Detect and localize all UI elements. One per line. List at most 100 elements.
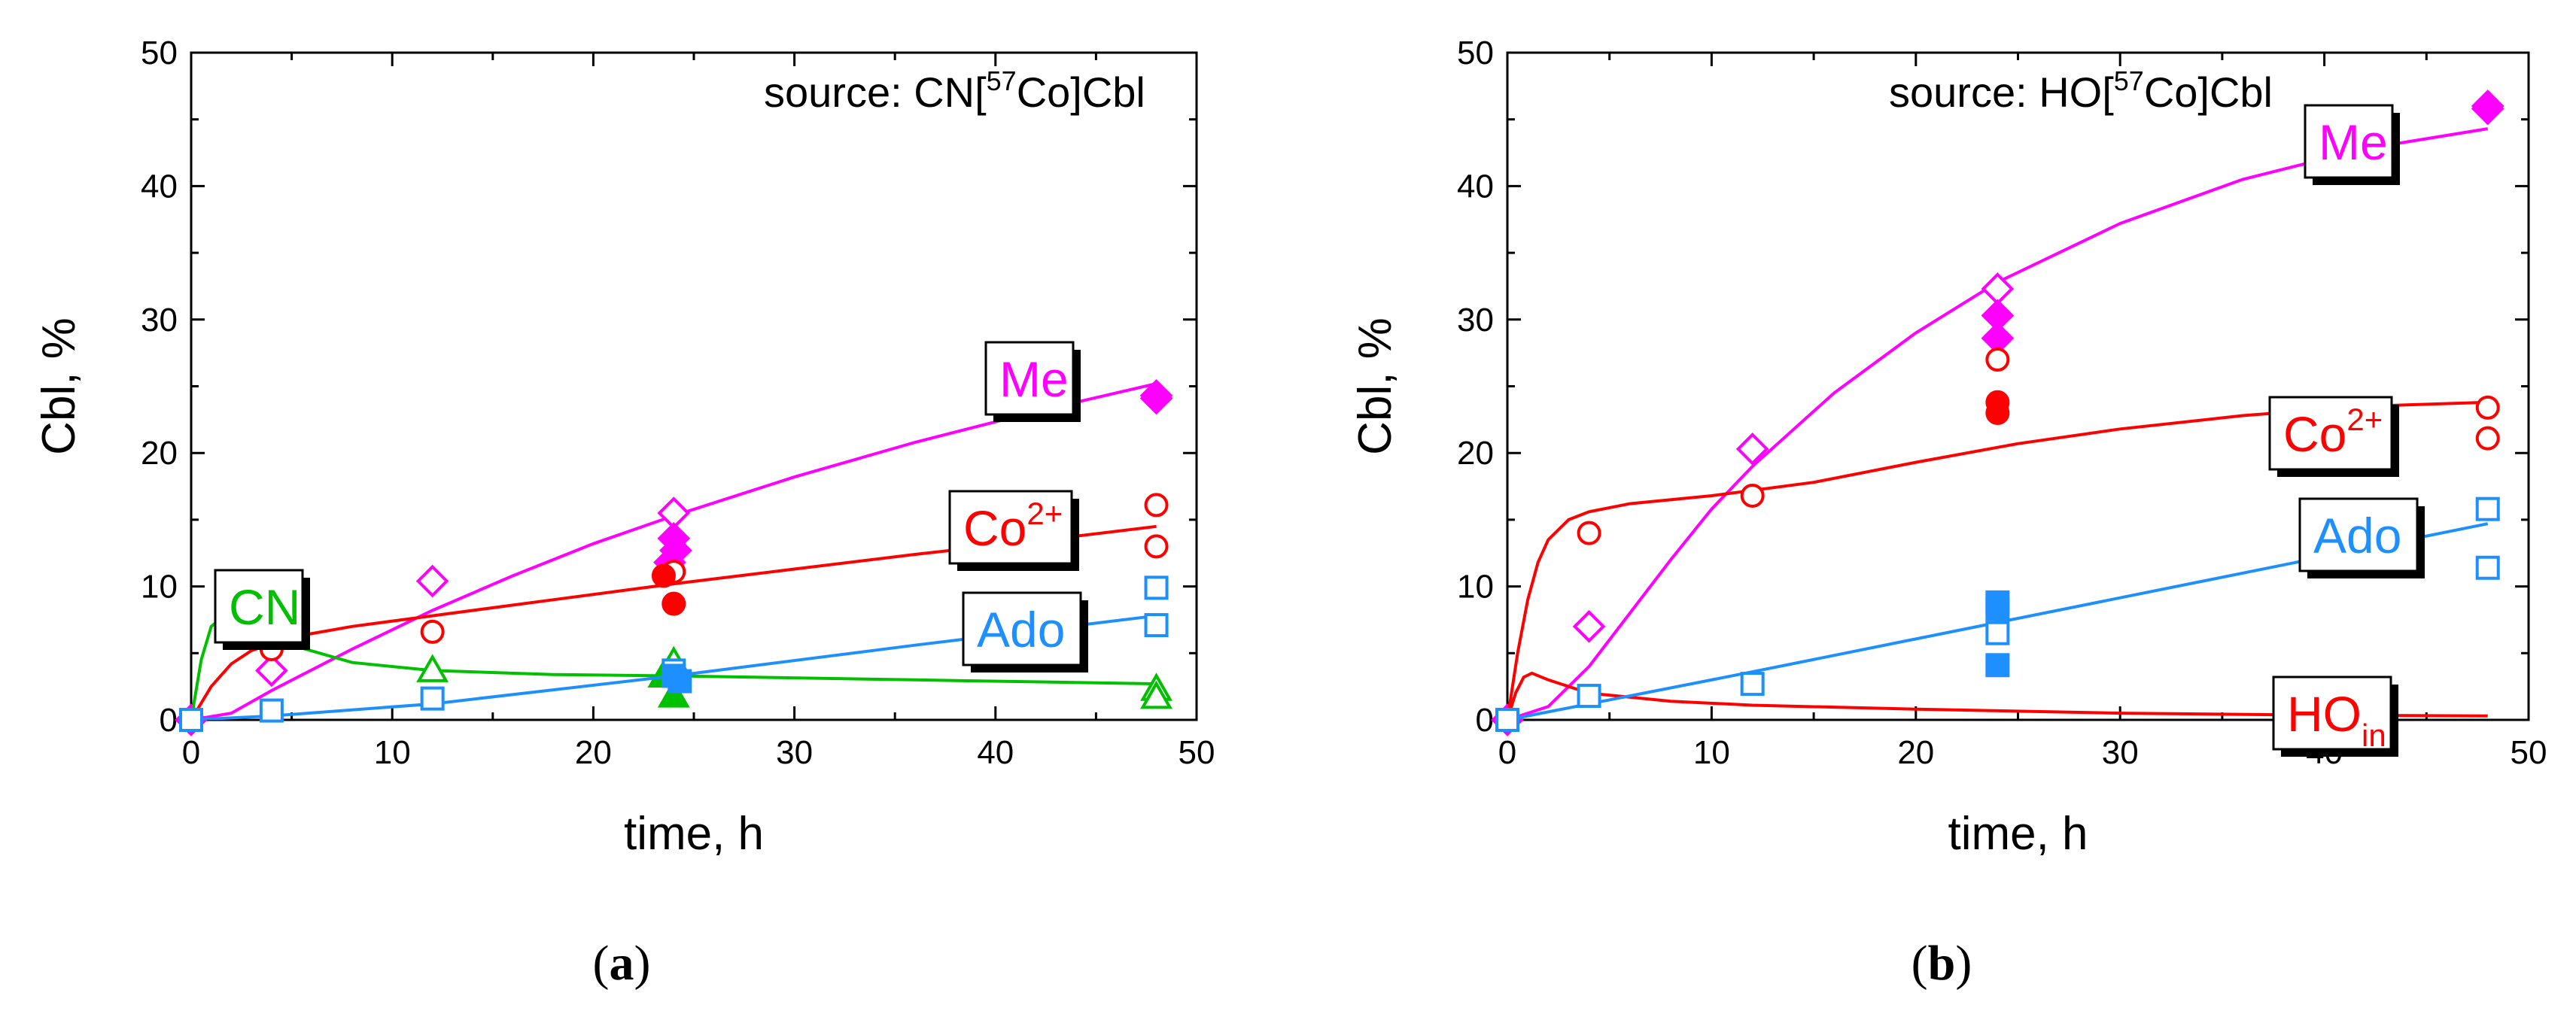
filled-point-ado [1985, 653, 2010, 678]
caption-close: ) [1955, 936, 1972, 991]
series-label-text: Co2+ [2283, 402, 2383, 462]
y-tick-label: 20 [1457, 435, 1494, 472]
caption-letter: b [1928, 936, 1956, 991]
series-label-main: Me [999, 351, 1069, 407]
y-tick-label: 50 [1457, 35, 1494, 71]
chart-title-superscript: 57 [987, 65, 1017, 96]
chart-title-suffix: Co]Cbl [2144, 68, 2273, 116]
series-label-superscript: 2+ [1026, 496, 1063, 531]
series-label-hoin: HOin [2272, 675, 2398, 757]
open-point-co2 [2475, 395, 2500, 420]
y-tick-label: 40 [1457, 168, 1494, 205]
caption-open: ( [593, 936, 610, 991]
y-tick-label: 40 [141, 168, 178, 205]
open-point-cn [416, 654, 449, 682]
open-point-ado [1144, 613, 1169, 638]
y-tick-label: 0 [1476, 702, 1494, 739]
open-point-ado [179, 708, 203, 732]
series-label-text: CN [229, 579, 300, 635]
series-label-me: Me [984, 341, 1081, 422]
x-tick-label: 40 [977, 734, 1014, 771]
y-tick-label: 10 [1457, 569, 1494, 606]
open-point-me [1572, 609, 1606, 643]
caption-open: ( [1911, 936, 1928, 991]
open-point-co2 [1144, 493, 1169, 518]
panel-caption: (b) [1911, 936, 1972, 991]
open-point-co2 [1985, 348, 2010, 372]
series-me: Me [1491, 90, 2505, 736]
chart-title-suffix: Co]Cbl [1017, 68, 1145, 116]
open-point-ado [1985, 621, 2010, 645]
filled-point-ado [1985, 597, 2010, 621]
open-point-me [255, 654, 288, 688]
series-label-me: Me [2304, 104, 2400, 185]
series-ado: Ado [179, 575, 1169, 732]
open-point-co2 [2475, 426, 2500, 451]
fit-curve-ado [191, 614, 1157, 720]
series-cn: CN [191, 569, 1173, 720]
chart-panel-a: 0 10 20 30 40 50 0 10 20 30 40 50 time, h Cbl, % sourc… [33, 35, 1215, 991]
label-box [2272, 675, 2392, 751]
series-label-text: Me [999, 351, 1069, 407]
open-point-ado [420, 686, 445, 711]
open-point-ado [2475, 496, 2500, 521]
series-label-text: Ado [2313, 508, 2401, 563]
open-point-ado [1740, 672, 1765, 697]
series-label-text: Me [2319, 114, 2388, 170]
filled-point-cn [657, 679, 690, 708]
fit-curve-cn [191, 611, 1157, 720]
open-point-co2 [1740, 483, 1765, 508]
open-point-co2 [420, 619, 445, 644]
y-axis-label: Cbl, % [33, 317, 85, 455]
chart-title-prefix: source: CN[ [764, 68, 987, 116]
x-tick-label: 50 [2511, 734, 2547, 771]
y-tick-label: 30 [141, 302, 178, 339]
filled-point-me [2471, 92, 2505, 126]
open-point-co2 [1577, 521, 1601, 545]
label-box [2298, 497, 2419, 572]
chart-title-superscript: 57 [2114, 65, 2144, 96]
fit-curve-me [1507, 127, 2489, 720]
chart-title-prefix: source: HO[ [1889, 68, 2114, 116]
x-tick-label: 0 [182, 734, 200, 771]
series-label-subscript: in [2362, 718, 2386, 753]
series-co2: Co2+ [179, 490, 1169, 732]
series-ado: Ado [1495, 496, 2500, 732]
filled-point-co2 [1985, 400, 2010, 425]
label-box [948, 490, 1073, 565]
series-label-main: HO [2287, 686, 2362, 742]
series-label-co2: Co2+ [948, 490, 1079, 571]
filled-point-co2 [651, 563, 676, 588]
caption-letter: a [610, 936, 634, 991]
open-point-ado [1577, 684, 1601, 709]
series-hoin: HOin [1507, 671, 2488, 757]
open-point-cn [1140, 680, 1173, 709]
y-tick-label: 20 [141, 435, 178, 472]
panel-caption: (a) [593, 936, 651, 991]
series-label-main: CN [229, 579, 300, 635]
y-tick-label: 50 [141, 35, 178, 71]
x-tick-label: 20 [575, 734, 612, 771]
label-box [984, 341, 1075, 416]
y-tick-label: 10 [141, 569, 178, 606]
series-label-ado: Ado [2298, 497, 2425, 578]
y-axis-label: Cbl, % [1349, 317, 1401, 455]
chart-title: source: CN[57Co]Cbl [764, 65, 1145, 116]
open-point-ado [1144, 575, 1169, 600]
label-box [2304, 104, 2394, 179]
series-label-text: HOin [2287, 686, 2386, 753]
fit-curve-co2 [191, 524, 1157, 720]
caption-close: ) [634, 936, 651, 991]
x-tick-label: 50 [1179, 734, 1215, 771]
x-axis-label: time, h [624, 808, 764, 860]
open-point-co2 [1144, 534, 1169, 559]
x-tick-label: 0 [1498, 734, 1516, 771]
y-tick-label: 0 [160, 702, 178, 739]
open-point-ado [1495, 708, 1519, 732]
series-label-superscript: 2+ [2346, 402, 2383, 437]
fit-curve-me [191, 382, 1157, 720]
x-tick-label: 10 [374, 734, 411, 771]
label-box [962, 591, 1082, 666]
